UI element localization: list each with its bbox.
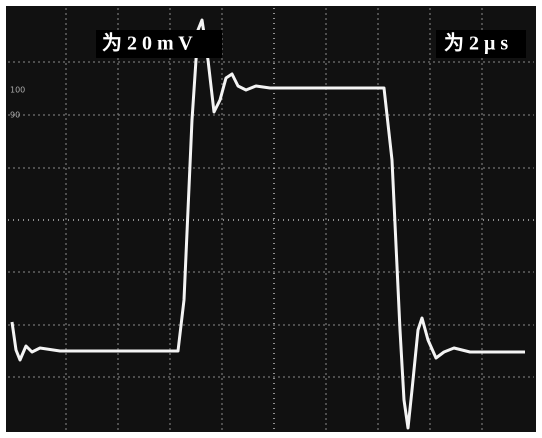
marker-label: 100 <box>10 86 25 95</box>
label-box <box>436 30 526 58</box>
screen-background <box>6 6 536 432</box>
time-per-div: 为 2 μ s <box>444 32 508 55</box>
waveform-trace <box>10 18 525 430</box>
grid <box>8 8 534 430</box>
volts-per-div: 为 2 0 m V <box>102 32 193 55</box>
marker-label: 90 <box>10 111 20 120</box>
label-box <box>96 30 222 58</box>
